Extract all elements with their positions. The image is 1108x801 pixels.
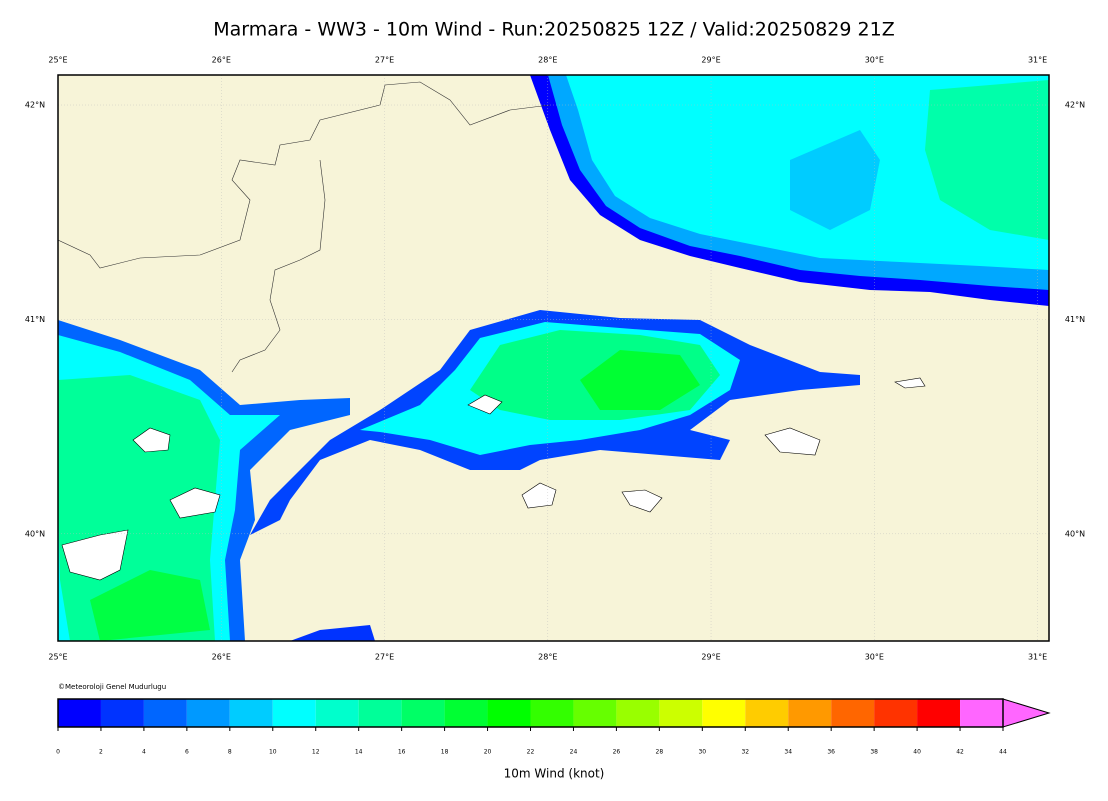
color-bin xyxy=(358,699,402,727)
color-bin xyxy=(745,699,789,727)
color-bin xyxy=(58,699,101,727)
colorbar-tick-label: 12 xyxy=(312,749,320,756)
colorbar: 0 2 4 6 8 10 12 14 16 18 20 22 24 26 28 30 32 34 36 38 40 42 4… xyxy=(56,698,1051,756)
lon-label: 30°E xyxy=(865,56,884,65)
lon-label: 28°E xyxy=(538,56,557,65)
colorbar-tick-label: 18 xyxy=(441,749,449,756)
color-bin xyxy=(960,699,1003,727)
island xyxy=(61,529,129,581)
colorbar-tick-label: 42 xyxy=(956,749,964,756)
lake xyxy=(894,377,926,389)
color-bin xyxy=(444,699,488,727)
lat-label: 42°N xyxy=(25,101,45,110)
lon-label: 27°E xyxy=(375,56,394,65)
lake xyxy=(521,482,557,509)
lon-label: 26°E xyxy=(212,653,231,662)
lon-label: 27°E xyxy=(375,653,394,662)
lon-label: 29°E xyxy=(701,653,720,662)
color-bin xyxy=(401,699,445,727)
color-bin xyxy=(702,699,746,727)
colorbar-tick-label: 10 xyxy=(269,749,277,756)
border xyxy=(58,81,551,269)
colorbar-tick-label: 34 xyxy=(784,749,792,756)
map xyxy=(58,75,1049,641)
lake xyxy=(621,489,663,513)
color-bin xyxy=(229,699,273,727)
black-sea-high xyxy=(925,80,1049,240)
lon-label: 25°E xyxy=(48,56,67,65)
colorbar-tick-label: 28 xyxy=(656,749,664,756)
island xyxy=(169,487,221,519)
title: Marmara - WW3 - 10m Wind - Run:20250825 … xyxy=(213,19,894,41)
lat-label: 41°N xyxy=(25,315,45,324)
color-bin xyxy=(143,699,187,727)
colorbar-tick-label: 30 xyxy=(698,749,706,756)
colorbar-tick-label: 20 xyxy=(484,749,492,756)
color-bin xyxy=(831,699,875,727)
lat-label: 41°N xyxy=(1065,315,1085,324)
lat-label: 40°N xyxy=(1065,529,1085,538)
colorbar-tick-label: 44 xyxy=(999,749,1007,756)
color-bin xyxy=(272,699,316,727)
colorbar-tick-label: 40 xyxy=(913,749,921,756)
credit: ©Meteoroloji Genel Mudurlugu xyxy=(58,683,166,691)
color-bin xyxy=(487,699,531,727)
colorbar-tick-label: 26 xyxy=(613,749,621,756)
island xyxy=(467,394,503,415)
colorbar-tick-label: 14 xyxy=(355,749,363,756)
lat-label: 40°N xyxy=(25,529,45,538)
colorbar-tick-label: 0 xyxy=(56,749,60,756)
color-bin xyxy=(659,699,703,727)
colorbar-label: 10m Wind (knot) xyxy=(504,767,605,781)
lon-label: 26°E xyxy=(212,56,231,65)
color-bin xyxy=(530,699,574,727)
colorbar-tick-label: 24 xyxy=(570,749,578,756)
lat-label: 42°N xyxy=(1065,101,1085,110)
colorbar-tick-label: 2 xyxy=(99,749,103,756)
lon-label: 31°E xyxy=(1028,653,1047,662)
black-sea-low xyxy=(790,130,880,230)
island xyxy=(132,427,171,453)
colorbar-tick-label: 38 xyxy=(870,749,878,756)
colorbar-tick-label: 16 xyxy=(398,749,406,756)
lake xyxy=(764,427,821,456)
color-bin xyxy=(100,699,144,727)
color-bin xyxy=(616,699,660,727)
lon-label: 29°E xyxy=(701,56,720,65)
color-bin xyxy=(788,699,832,727)
color-bin xyxy=(874,699,918,727)
colorbar-tick-label: 6 xyxy=(185,749,189,756)
colorbar-tick-label: 36 xyxy=(827,749,835,756)
lon-label: 28°E xyxy=(538,653,557,662)
aegean-high xyxy=(90,570,210,641)
lon-label: 31°E xyxy=(1028,56,1047,65)
colorbar-tick-label: 8 xyxy=(228,749,232,756)
color-bin xyxy=(315,699,359,727)
lon-label: 25°E xyxy=(48,653,67,662)
marmara-high xyxy=(580,350,700,410)
map-frame xyxy=(57,74,1050,642)
color-bin xyxy=(573,699,617,727)
colorbar-tick-label: 32 xyxy=(741,749,749,756)
south-strip xyxy=(290,625,375,641)
color-bin xyxy=(186,699,230,727)
colorbar-tick-label: 22 xyxy=(527,749,535,756)
colorbar-tick-label: 4 xyxy=(142,749,146,756)
color-bin xyxy=(917,699,961,727)
colorbar-extension xyxy=(1002,698,1051,728)
lon-label: 30°E xyxy=(865,653,884,662)
border xyxy=(231,159,326,373)
